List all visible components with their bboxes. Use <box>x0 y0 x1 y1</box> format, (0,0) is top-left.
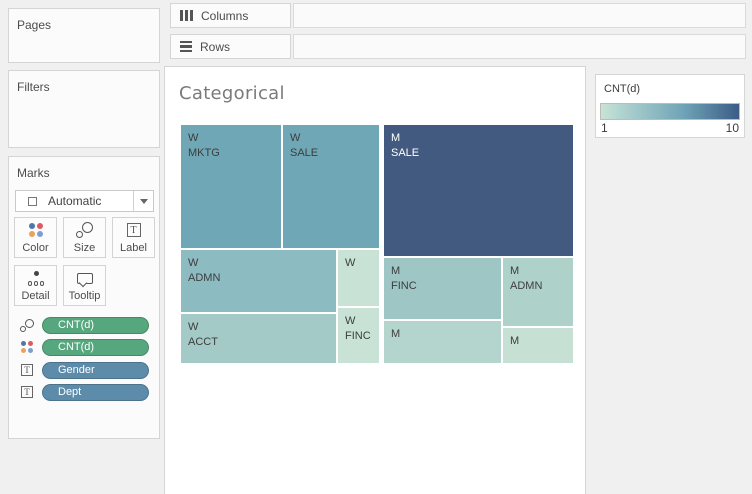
color-button-label: Color <box>22 242 49 254</box>
tile-label: M <box>510 265 520 277</box>
pill-row: CNT(d) <box>17 316 149 334</box>
automatic-mark-square-icon <box>28 196 37 206</box>
color-icon <box>15 218 56 242</box>
rows-shelf-field[interactable] <box>293 34 746 59</box>
tile-label: M <box>510 335 520 347</box>
detail-button-label: Detail <box>21 290 50 302</box>
legend-gradient-bar[interactable] <box>600 103 740 120</box>
pill-dept[interactable]: Dept <box>42 383 149 401</box>
tooltip-button[interactable]: Tooltip <box>63 265 106 306</box>
detail-button[interactable]: Detail <box>14 265 57 306</box>
rows-shelf[interactable]: Rows <box>170 34 291 59</box>
tooltip-button-label: Tooltip <box>68 290 101 302</box>
tile-label: W <box>188 257 199 269</box>
rows-shelf-label: Rows <box>200 39 231 54</box>
pill-label: Dept <box>58 386 82 398</box>
pill-cnt-d-color[interactable]: CNT(d) <box>42 338 149 356</box>
columns-shelf-label: Columns <box>201 8 249 23</box>
treemap-tile-w-finc[interactable]: W FINC <box>338 308 379 363</box>
sheet-title: Categorical <box>179 83 285 104</box>
text-icon[interactable]: T <box>17 364 37 376</box>
treemap-tile-w-acct[interactable]: W ACCT <box>181 314 336 363</box>
tile-label: W <box>188 132 199 144</box>
pill-cnt-d-size[interactable]: CNT(d) <box>42 316 149 334</box>
marks-card-title: Marks <box>17 166 50 180</box>
text-icon[interactable]: T <box>17 386 37 398</box>
treemap-tile-w-small[interactable]: W <box>338 250 379 306</box>
pill-row: CNT(d) <box>17 338 149 356</box>
treemap-tile-m-sale[interactable]: M SALE <box>384 125 573 256</box>
size-icon[interactable] <box>17 318 37 332</box>
pill-gender[interactable]: Gender <box>42 361 149 379</box>
pill-row: T Dept <box>17 383 149 401</box>
mark-type-dropdown-arrow[interactable] <box>133 191 153 211</box>
pill-label: Gender <box>58 364 95 376</box>
label-icon: T <box>113 218 154 242</box>
mark-type-dropdown[interactable]: Automatic <box>15 190 154 212</box>
color-icon[interactable] <box>17 341 37 353</box>
color-legend-card[interactable]: CNT(d) 1 10 <box>595 74 745 138</box>
columns-icon <box>180 10 193 21</box>
marks-card: Marks Automatic Color Size T Label Detai… <box>8 156 160 439</box>
pill-row: T Gender <box>17 361 149 379</box>
tile-label: FINC <box>345 330 371 342</box>
detail-icon <box>15 266 56 290</box>
size-icon <box>64 218 105 242</box>
tile-label: SALE <box>290 147 319 159</box>
treemap-tile-w-sale[interactable]: W SALE <box>283 125 379 248</box>
filters-shelf-label: Filters <box>17 80 50 94</box>
tile-label: M <box>391 132 401 144</box>
label-button[interactable]: T Label <box>112 217 155 258</box>
worksheet-canvas: Categorical W MKTG W SALE M SALE W ADMN … <box>164 66 586 494</box>
columns-shelf[interactable]: Columns <box>170 3 291 28</box>
filters-shelf[interactable]: Filters <box>8 70 160 148</box>
size-button-label: Size <box>73 242 96 254</box>
tooltip-icon <box>64 266 105 290</box>
tile-label: M <box>391 328 401 340</box>
treemap-tile-m-small-left[interactable]: M <box>384 321 501 363</box>
label-button-label: Label <box>120 242 147 254</box>
tile-label: ADMN <box>510 280 543 292</box>
tile-label: W <box>345 257 356 269</box>
color-button[interactable]: Color <box>14 217 57 258</box>
tile-label: MKTG <box>188 147 220 159</box>
rows-icon <box>180 40 192 53</box>
treemap-tile-m-finc[interactable]: M FINC <box>384 258 501 319</box>
columns-shelf-field[interactable] <box>293 3 746 28</box>
tile-label: W <box>290 132 301 144</box>
treemap-tile-m-admn[interactable]: M ADMN <box>503 258 573 326</box>
legend-max-label: 10 <box>725 121 739 135</box>
legend-min-label: 1 <box>601 121 608 135</box>
tile-label: ACCT <box>188 336 218 348</box>
pill-label: CNT(d) <box>58 319 95 331</box>
mark-type-value: Automatic <box>48 194 102 208</box>
tile-label: W <box>188 321 199 333</box>
tile-label: W <box>345 315 356 327</box>
legend-title: CNT(d) <box>604 83 641 95</box>
tile-label: FINC <box>391 280 417 292</box>
treemap-tile-w-mktg[interactable]: W MKTG <box>181 125 281 248</box>
tile-label: ADMN <box>188 272 221 284</box>
tile-label: SALE <box>391 147 420 159</box>
pages-shelf-label: Pages <box>17 18 52 32</box>
pages-shelf[interactable]: Pages <box>8 8 160 63</box>
size-button[interactable]: Size <box>63 217 106 258</box>
pill-label: CNT(d) <box>58 341 95 353</box>
treemap-tile-w-admn[interactable]: W ADMN <box>181 250 336 312</box>
chevron-down-icon <box>139 198 148 204</box>
legend-scale: 1 10 <box>601 121 739 135</box>
treemap-tile-m-small-right[interactable]: M <box>503 328 573 363</box>
tile-label: M <box>391 265 401 277</box>
